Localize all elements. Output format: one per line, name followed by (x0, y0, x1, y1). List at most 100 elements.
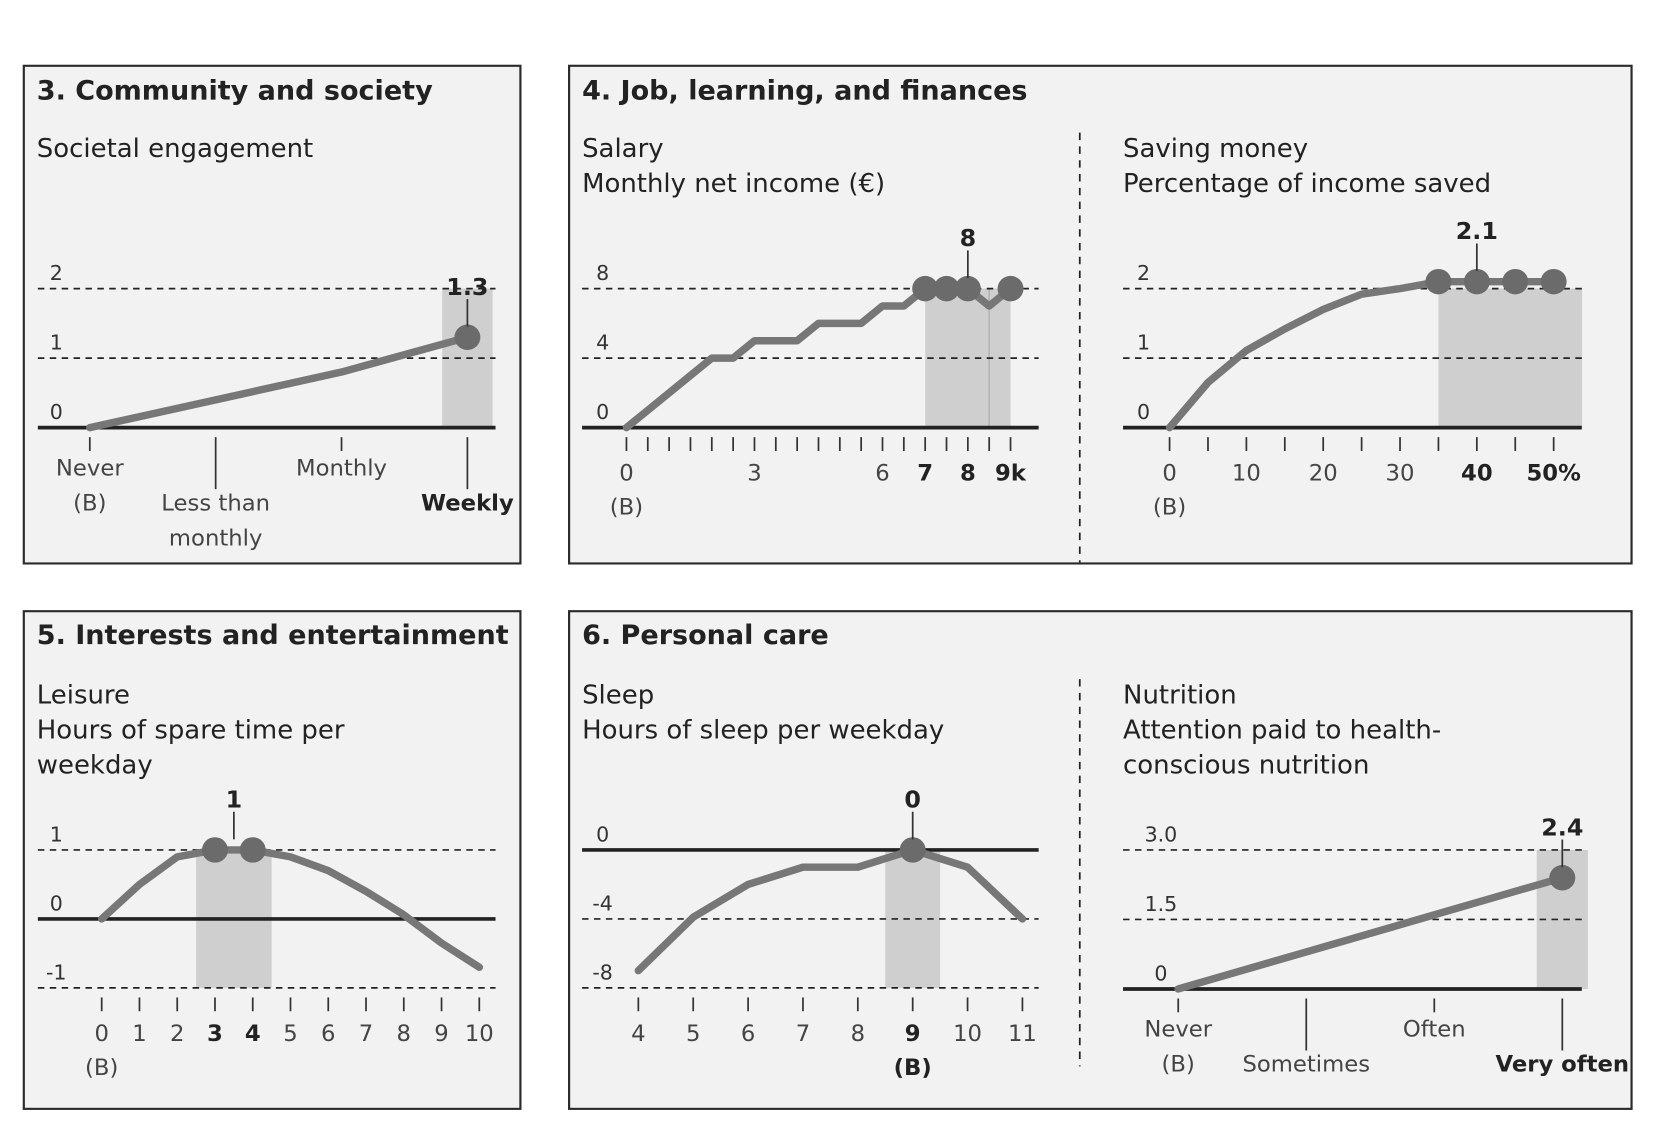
annotation-label: 1 (226, 786, 243, 814)
x-tick-label: 10 (953, 1021, 982, 1047)
y-tick-label: -1 (46, 961, 66, 985)
y-tick-label: 3.0 (1145, 823, 1178, 847)
chart-subtitle: Monthly net income (€) (582, 169, 885, 199)
panel-personal-care (568, 610, 1633, 1110)
x-tick-label: 3 (747, 461, 761, 487)
data-point (1549, 865, 1576, 891)
x-tick-label: 9 (905, 1021, 921, 1047)
x-category-label: (B) (73, 491, 106, 517)
chart-subtitle: Attention paid to health- (1123, 716, 1441, 746)
x-tick-label: 7 (359, 1021, 373, 1047)
y-tick-label: 0 (50, 892, 63, 916)
baseline-label: (B) (610, 495, 643, 521)
x-tick-label: 8 (397, 1021, 411, 1047)
y-tick-label: -8 (592, 961, 612, 985)
chart-5: Nutrition Attention paid to health-consci… (1123, 681, 1629, 1078)
panel-title: 4. Job, learning, and finances (582, 76, 1027, 107)
panel-title: 3. Community and society (37, 76, 433, 107)
data-point (1540, 268, 1567, 295)
data-point (912, 275, 939, 302)
x-tick-label: 20 (1309, 461, 1338, 487)
x-tick-label: 4 (245, 1021, 261, 1047)
chart-0: Societal engagement 2 1 0 Never (B) Less than m… (37, 134, 514, 551)
panel-community (22, 64, 522, 565)
panel-title: 6. Personal care (582, 620, 829, 651)
annotation-label: 8 (960, 224, 977, 252)
x-tick-label: 8 (960, 461, 976, 487)
x-category-label: Weekly (421, 491, 514, 517)
y-tick-label: 1 (1137, 331, 1150, 355)
x-tick-label: 8 (851, 1021, 865, 1047)
data-point (454, 324, 481, 351)
x-tick-label: 9k (995, 461, 1027, 487)
y-tick-label: 2 (50, 261, 63, 285)
data-point (954, 275, 981, 302)
y-tick-label: 0 (596, 400, 609, 424)
x-tick-label: 5 (686, 1021, 700, 1047)
chart-1: Salary Monthly net income (€) 8 4 0 0 3 6 7 8 9k (B… (582, 134, 1039, 521)
y-tick-label: 2 (1137, 261, 1150, 285)
panel-interests (22, 610, 522, 1110)
x-tick-label: 1 (132, 1021, 146, 1047)
data-point (1502, 268, 1529, 295)
x-tick-label: 6 (875, 461, 889, 487)
data-point (239, 837, 266, 863)
chart-subtitle: Percentage of income saved (1123, 169, 1491, 199)
y-tick-label: 1 (50, 331, 63, 355)
chart-4: Sleep Hours of sleep per weekday 0 -4 -8 4 5 6 7… (582, 681, 1039, 1081)
baseline-label: (B) (85, 1055, 118, 1081)
chart-subtitle: Hours of sleep per weekday (582, 716, 944, 746)
x-category-label: Monthly (296, 456, 387, 482)
y-tick-label: 1 (50, 823, 63, 847)
panel-title: 5. Interests and entertainment (37, 620, 509, 651)
x-category-label: Never (56, 456, 124, 482)
x-tick-label: 7 (917, 461, 933, 487)
data-point (1463, 268, 1490, 295)
x-tick-label: 0 (619, 461, 633, 487)
x-category-label: Never (1144, 1017, 1212, 1043)
annotation-label: 1.3 (446, 273, 488, 301)
y-tick-label: 0 (1154, 962, 1167, 986)
chart-title: Nutrition (1123, 681, 1237, 711)
data-point (997, 275, 1024, 302)
x-tick-label: 10 (465, 1021, 494, 1047)
series-line (97, 846, 484, 971)
x-tick-label: 6 (321, 1021, 335, 1047)
x-tick-label: 0 (1162, 461, 1176, 487)
x-tick-label: 3 (207, 1021, 223, 1047)
series-line (86, 333, 472, 432)
baseline-label: (B) (894, 1055, 932, 1081)
chart-title: Societal engagement (37, 134, 313, 164)
series-line (634, 846, 1027, 975)
data-point (933, 275, 960, 302)
x-category-label: Often (1403, 1017, 1466, 1043)
x-category-label: Very often (1496, 1052, 1630, 1078)
x-category-label: Sometimes (1242, 1052, 1370, 1078)
y-tick-label: 4 (596, 331, 609, 355)
y-tick-label: 1.5 (1145, 892, 1178, 916)
data-point (201, 837, 228, 863)
x-tick-label: 6 (741, 1021, 755, 1047)
y-tick-label: 8 (596, 261, 609, 285)
y-tick-label: 0 (1137, 400, 1150, 424)
x-tick-label: 0 (94, 1021, 108, 1047)
x-tick-label: 9 (434, 1021, 448, 1047)
x-category-label: monthly (169, 526, 262, 552)
chart-title: Sleep (582, 681, 654, 711)
chart-title: Saving money (1123, 134, 1308, 164)
y-tick-label: 0 (50, 400, 63, 424)
baseline-label: (B) (1153, 495, 1186, 521)
chart-subtitle: Hours of spare time per (37, 716, 345, 746)
x-tick-label: 4 (631, 1021, 645, 1047)
annotation-label: 2.1 (1456, 217, 1498, 245)
x-category-label: Less than (161, 491, 270, 517)
x-category-label: (B) (1162, 1052, 1195, 1078)
chart-title: Salary (582, 134, 664, 164)
x-tick-label: 10 (1232, 461, 1261, 487)
data-point (899, 837, 926, 863)
x-tick-label: 7 (796, 1021, 810, 1047)
chart-2: Saving money Percentage of income saved 2 1… (1123, 134, 1583, 521)
chart-subtitle: conscious nutrition (1123, 751, 1369, 781)
